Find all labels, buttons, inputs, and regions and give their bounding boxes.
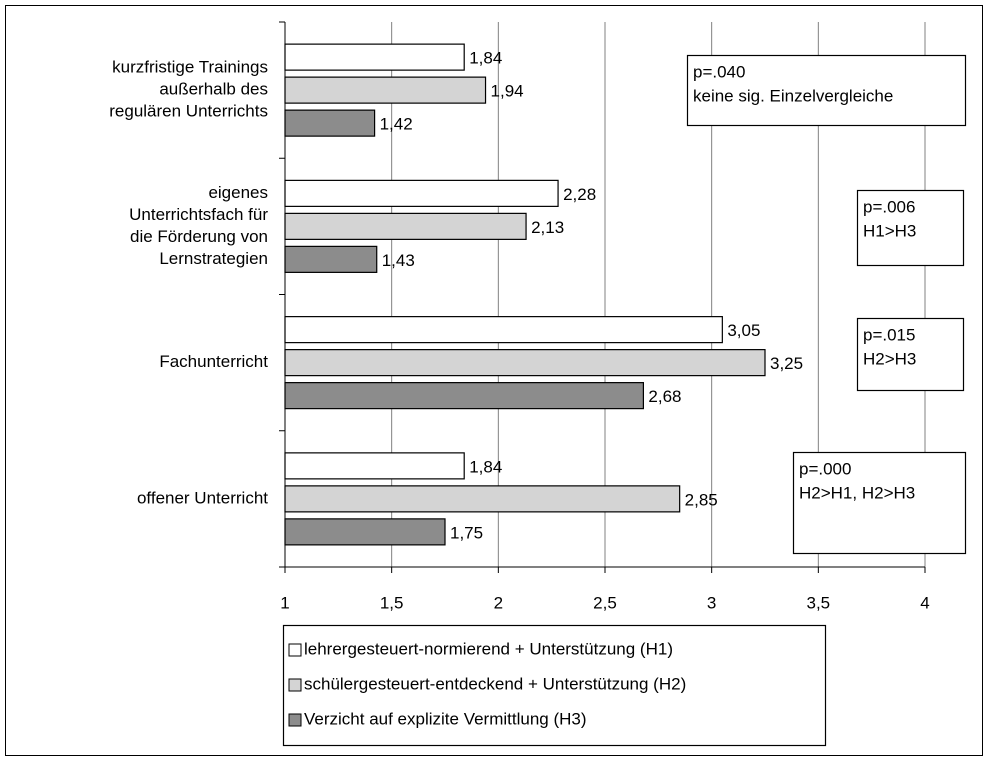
value-label: 3,25 (770, 354, 803, 373)
annotation-text: p=.006 (863, 197, 915, 216)
value-label: 1,42 (380, 115, 413, 134)
category-label: kurzfristige Trainings (112, 58, 268, 77)
bar (284, 179, 559, 207)
value-label: 2,28 (563, 185, 596, 204)
x-tick-label: 1,5 (380, 593, 404, 612)
bar (284, 518, 446, 546)
value-label: 2,85 (685, 490, 718, 509)
bar (284, 316, 723, 344)
value-label: 1,94 (491, 82, 524, 101)
bar (284, 485, 681, 513)
annotation-box (792, 451, 967, 555)
bar (284, 212, 527, 240)
annotation-text: keine sig. Einzelvergleiche (693, 86, 893, 105)
x-tick-label: 2 (494, 593, 503, 612)
annotation-box (856, 189, 965, 267)
category-label: Unterrichtsfach für (129, 205, 268, 224)
annotation-text: H2>H1, H2>H3 (799, 483, 915, 502)
bar (284, 109, 376, 137)
legend-swatch (288, 643, 302, 657)
category-label: Lernstrategien (159, 249, 268, 268)
value-label: 1,84 (469, 49, 502, 68)
x-tick-label: 3 (707, 593, 716, 612)
value-label: 3,05 (727, 321, 760, 340)
legend-label: lehrergesteuert-normierend + Unterstützu… (304, 639, 673, 658)
bar (284, 349, 766, 377)
x-tick-label: 1 (280, 593, 289, 612)
annotation-text: H2>H3 (863, 349, 916, 368)
category-label: regulären Unterrichts (109, 102, 268, 121)
annotation-text: p=.000 (799, 459, 851, 478)
annotation-text: H1>H3 (863, 221, 916, 240)
bar (284, 452, 465, 480)
value-label: 1,84 (469, 457, 502, 476)
legend-swatch (288, 713, 302, 727)
category-label: außerhalb des (159, 80, 268, 99)
legend-label: Verzicht auf explizite Vermittlung (H3) (304, 709, 587, 728)
category-label: offener Unterricht (137, 488, 268, 507)
annotation-box (856, 317, 965, 392)
bar (284, 245, 378, 273)
bar (284, 382, 644, 410)
annotation-text: p=.040 (693, 62, 745, 81)
legend-label: schülergesteuert-entdeckend + Unterstütz… (304, 674, 686, 693)
legend-swatch (288, 678, 302, 692)
x-tick-label: 4 (920, 593, 929, 612)
value-label: 2,68 (648, 387, 681, 406)
x-tick-label: 3,5 (807, 593, 831, 612)
bar (284, 43, 465, 71)
category-label: eigenes (208, 183, 268, 202)
value-label: 2,13 (531, 218, 564, 237)
bar (284, 76, 487, 104)
value-label: 1,43 (382, 251, 415, 270)
x-tick-label: 2,5 (593, 593, 617, 612)
legend-box (282, 624, 827, 747)
value-label: 1,75 (450, 523, 483, 542)
annotation-box (686, 54, 967, 127)
category-label: die Förderung von (130, 227, 268, 246)
annotation-text: p=.015 (863, 325, 915, 344)
category-label: Fachunterricht (159, 352, 268, 371)
